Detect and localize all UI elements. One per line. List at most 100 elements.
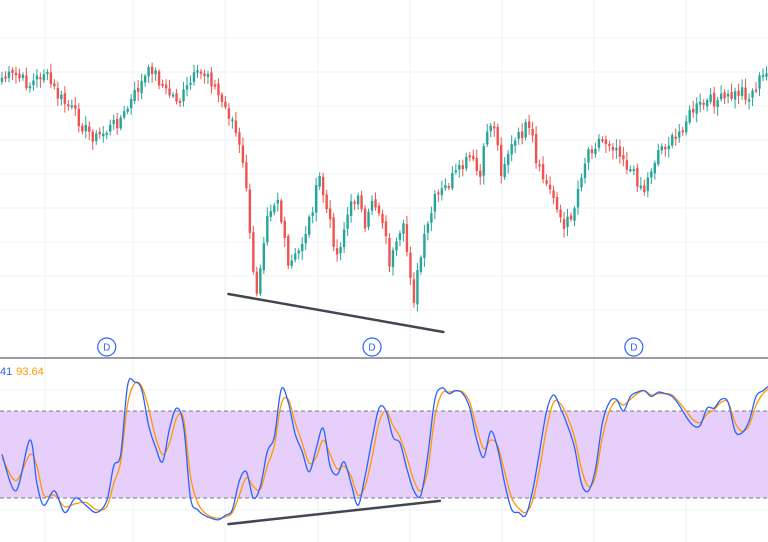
candle-body (231, 119, 234, 122)
candle-body (597, 138, 601, 148)
candle-body (758, 75, 761, 89)
candle (42, 69, 46, 84)
candle-body (21, 74, 25, 78)
candle-body (531, 129, 534, 136)
candle (360, 190, 363, 213)
candle (84, 116, 87, 139)
candle-body (426, 223, 430, 233)
candle-body (77, 108, 80, 127)
candle-body (32, 80, 35, 86)
candle (168, 79, 171, 99)
candle-body (545, 180, 548, 184)
candle-body (301, 243, 304, 252)
candle-body (133, 89, 136, 101)
candle (398, 230, 402, 247)
candle-body (321, 176, 325, 196)
candle (437, 189, 440, 202)
candle (126, 106, 129, 115)
candle (335, 239, 339, 262)
candle (555, 191, 559, 213)
candle-body (695, 103, 698, 114)
candle-body (744, 87, 747, 100)
candle (632, 165, 636, 176)
candle-body (335, 248, 339, 255)
candle-body (4, 76, 7, 79)
candle (737, 83, 740, 105)
candle (608, 140, 611, 152)
candle-body (168, 88, 171, 96)
candle (465, 152, 468, 172)
candle-body (318, 176, 321, 187)
price-trendline-layer[interactable] (227, 292, 445, 334)
candle-body (486, 131, 489, 145)
candle-body (678, 131, 681, 138)
candle (28, 82, 32, 93)
candle (39, 72, 42, 88)
candle (604, 135, 608, 153)
candle-body (363, 208, 367, 229)
candle-body (632, 169, 636, 172)
candle-body (150, 66, 154, 74)
candle (503, 157, 506, 180)
candle (500, 137, 503, 184)
stochastic-band (0, 411, 768, 498)
candle-body (367, 211, 370, 228)
candle-body (698, 101, 702, 105)
stochastic-trendline-layer[interactable] (227, 499, 442, 526)
dividend-marker[interactable]: D (362, 337, 382, 357)
dividend-marker[interactable]: D (624, 337, 644, 357)
candle-body (705, 100, 709, 107)
candle-body (332, 217, 335, 247)
candle-body (541, 164, 545, 180)
candle (479, 164, 482, 185)
candle (705, 97, 709, 112)
candle-body (49, 72, 53, 84)
dividend-marker[interactable]: D (97, 337, 117, 357)
price-trendline[interactable] (227, 292, 445, 334)
candle (238, 127, 241, 154)
candle (545, 174, 548, 187)
candle (643, 179, 646, 196)
candle (534, 126, 538, 169)
candle-body (517, 132, 520, 139)
candle (754, 82, 758, 94)
candle (273, 202, 276, 216)
candle-body (500, 144, 503, 177)
candle (552, 185, 555, 205)
candle-body (590, 149, 594, 154)
candle (304, 225, 307, 250)
candle (381, 209, 384, 229)
candle-body (25, 75, 28, 89)
candle-body (7, 71, 11, 78)
candle (569, 212, 573, 222)
candle (262, 236, 266, 275)
stochastic-trendline[interactable] (227, 499, 442, 526)
candle-body (461, 165, 464, 170)
candle-body (475, 158, 478, 172)
candle-body (314, 185, 318, 213)
candle-body (412, 279, 416, 303)
candle (744, 78, 747, 105)
candle (409, 246, 412, 285)
candle (629, 165, 632, 173)
candle-body (88, 126, 91, 132)
candle-body (479, 170, 482, 177)
candle-body (70, 105, 74, 108)
candle (81, 123, 84, 135)
candle (105, 130, 108, 140)
candle-body (402, 223, 405, 234)
candle (583, 157, 587, 184)
candle (220, 92, 224, 108)
candle (758, 72, 761, 97)
candle-body (273, 205, 276, 213)
candle (692, 100, 695, 118)
candle (161, 79, 164, 88)
candle (447, 182, 451, 191)
candle (63, 86, 67, 113)
candle (32, 73, 35, 91)
candle-body (14, 72, 18, 76)
candle (116, 112, 119, 135)
dividend-marker-label: D (368, 343, 375, 354)
candle (196, 65, 199, 78)
candle (384, 215, 388, 245)
